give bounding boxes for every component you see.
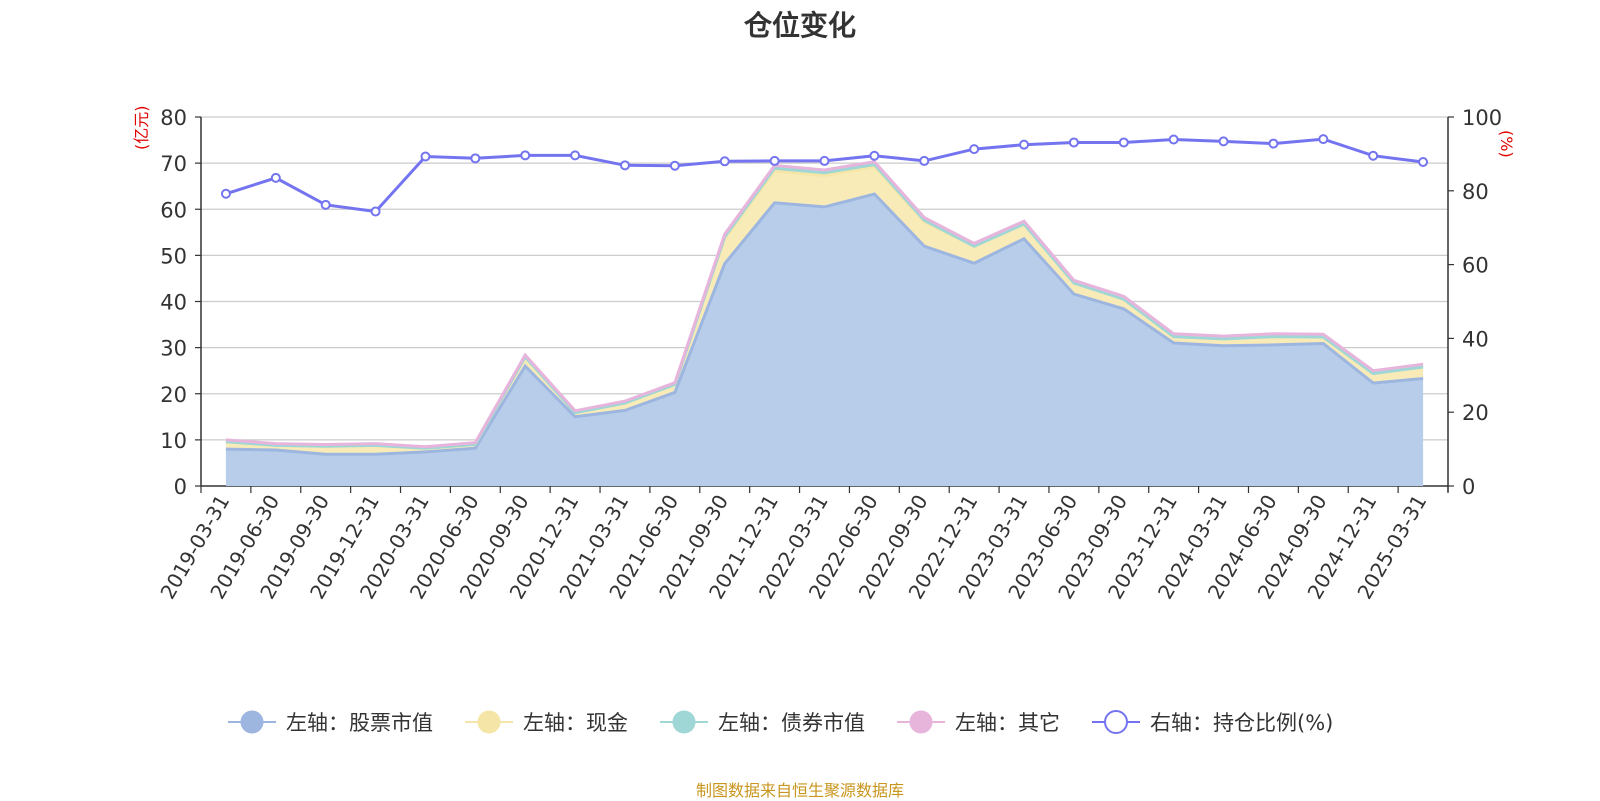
ratio-point	[570, 150, 581, 161]
ratio-point	[1418, 157, 1429, 168]
legend-item-label: 左轴：股票市值	[286, 711, 433, 735]
ratio-point	[1218, 136, 1229, 147]
right-axis-tick-label: 60	[1462, 254, 1489, 278]
ratio-point	[669, 160, 680, 171]
left-axis-tick-label: 50	[160, 244, 187, 268]
area-series-line	[225, 192, 1424, 456]
area-series	[225, 194, 1424, 486]
ratio-point	[769, 155, 780, 166]
legend-swatch-marker	[672, 710, 696, 734]
left-axis-tick-label: 70	[160, 152, 187, 176]
ratio-point	[520, 150, 531, 161]
legend-swatch-marker	[1104, 710, 1128, 734]
ratio-point	[320, 199, 331, 210]
right-axis-tick-label: 0	[1462, 475, 1475, 499]
legend-item-label: 右轴：持仓比例(%)	[1150, 711, 1333, 735]
ratio-point	[1118, 137, 1129, 148]
left-axis-tick-label: 30	[160, 337, 187, 361]
ratio-point	[1168, 134, 1179, 145]
right-axis-tick-label: 100	[1462, 106, 1502, 130]
ratio-point	[1019, 139, 1030, 150]
ratio-point	[819, 155, 830, 166]
legend-swatch-marker	[240, 710, 264, 734]
ratio-point	[619, 160, 630, 171]
ratio-point	[420, 151, 431, 162]
ratio-point	[869, 150, 880, 161]
ratio-point	[1318, 134, 1329, 145]
chart-title: 仓位变化	[743, 9, 856, 42]
ratio-point	[1068, 137, 1079, 148]
right-axis-tick-label: 80	[1462, 180, 1489, 204]
left-axis-tick-label: 20	[160, 383, 187, 407]
legend-item-label: 左轴：现金	[523, 711, 628, 735]
ratio-point	[719, 156, 730, 167]
legend-item-label: 左轴：其它	[955, 711, 1060, 735]
left-axis-tick-label: 0	[174, 475, 187, 499]
legend-item-label: 左轴：债券市值	[718, 711, 865, 735]
ratio-point	[919, 155, 930, 166]
data-source-note: 制图数据来自恒生聚源数据库	[695, 781, 904, 800]
ratio-point	[470, 153, 481, 164]
ratio-point	[370, 206, 381, 217]
left-axis-tick-label: 80	[160, 106, 187, 130]
ratio-point	[220, 188, 231, 199]
legend-swatch-marker	[477, 710, 501, 734]
left-axis-tick-label: 60	[160, 198, 187, 222]
area-series-line	[225, 160, 1424, 449]
ratio-point	[969, 144, 980, 155]
ratio-point	[1268, 138, 1279, 149]
right-axis-tick-label: 20	[1462, 401, 1489, 425]
left-axis-tick-label: 40	[160, 291, 187, 315]
legend-swatch-marker	[909, 710, 933, 734]
ratio-point	[270, 172, 281, 183]
ratio-point	[1368, 150, 1379, 161]
right-axis-tick-label: 40	[1462, 327, 1489, 351]
left-axis-tick-label: 10	[160, 429, 187, 453]
